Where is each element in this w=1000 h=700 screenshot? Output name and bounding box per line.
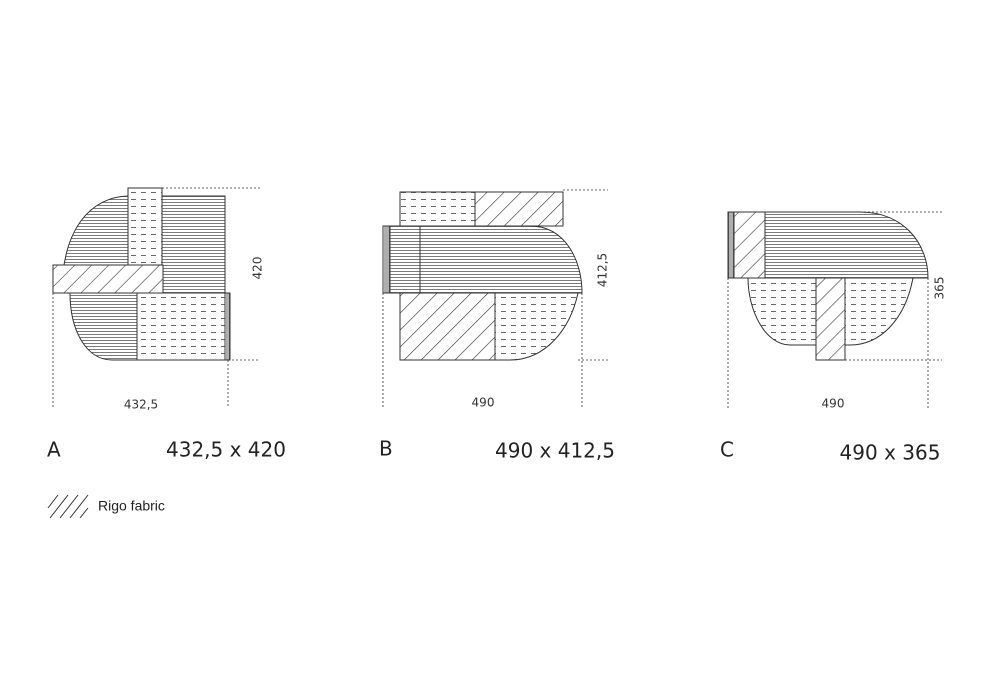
legend-swatch (47, 494, 89, 519)
width-label: 490 (822, 397, 845, 411)
seat (389, 225, 421, 294)
config-size: 432,5 x 420 (166, 438, 286, 462)
config-a: 420 432,5 A 432,5 x 420 (47, 187, 286, 462)
config-size: 490 x 412,5 (495, 439, 615, 463)
config-letter: B (379, 437, 393, 461)
seat-rigo (399, 292, 496, 361)
config-b: 412,5 490 B 490 x 412,5 (379, 189, 615, 463)
config-letter: C (720, 438, 734, 462)
seat-rigo (474, 191, 564, 227)
depth-label: 412,5 (596, 253, 610, 287)
seat (494, 292, 579, 361)
depth-label: 365 (933, 277, 947, 300)
legend: Rigo fabric (47, 494, 165, 519)
seat (69, 292, 138, 361)
width-label: 490 (472, 396, 495, 410)
seat-rigo (52, 264, 164, 294)
armrest (382, 225, 391, 294)
seat (419, 225, 583, 294)
config-letter: A (47, 438, 61, 462)
width-label: 432,5 (124, 398, 158, 412)
seat (399, 191, 476, 227)
config-c: 365 490 C 490 x 365 (720, 211, 947, 465)
legend-label: Rigo fabric (98, 498, 165, 514)
seat (127, 187, 163, 266)
depth-label: 420 (251, 257, 265, 280)
armrest (224, 292, 231, 361)
config-size: 490 x 365 (840, 441, 941, 465)
seat (764, 211, 929, 279)
seat-rigo (733, 211, 766, 279)
armrest (727, 211, 735, 279)
seat-rigo (815, 277, 846, 361)
seat (136, 292, 227, 361)
